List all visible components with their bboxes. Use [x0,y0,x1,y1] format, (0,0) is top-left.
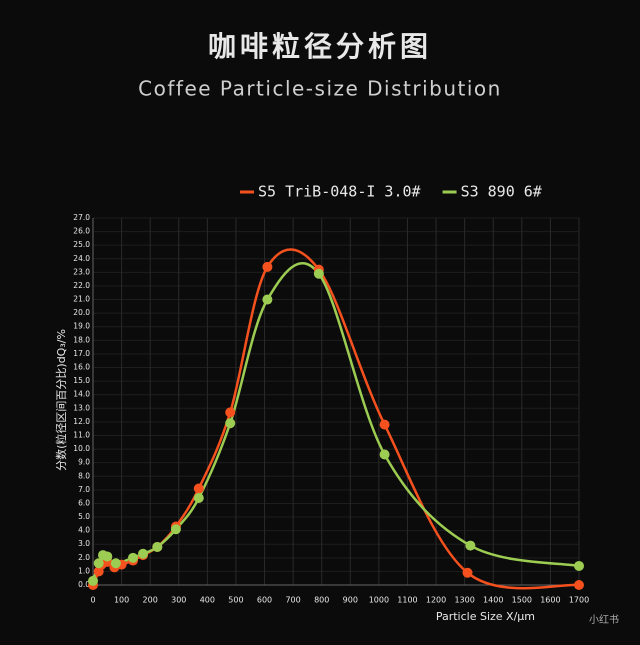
data-point [465,540,476,551]
data-point [102,551,113,562]
y-tick-label: 12.0 [73,417,90,426]
x-tick-label: 500 [228,596,243,605]
y-tick-label: 19.0 [73,322,90,331]
y-tick-label: 6.0 [78,498,90,507]
legend-label: S3 890 6# [461,183,542,201]
data-point [225,418,236,429]
x-tick-label: 0 [90,596,95,605]
x-tick-label: 800 [314,596,329,605]
x-tick-label: 1000 [369,596,389,605]
series-line [91,248,580,590]
data-point [574,580,584,590]
x-tick-label: 300 [171,596,186,605]
data-point [110,558,121,569]
x-tick-label: 1500 [512,596,532,605]
x-tick-label: 600 [257,596,272,605]
data-point [379,449,390,460]
data-point [225,407,236,418]
y-tick-label: 2.0 [78,553,90,562]
y-tick-label: 16.0 [73,363,90,372]
data-point [262,261,273,272]
y-tick-label: 10.0 [73,444,90,453]
legend-label: S5 TriB-048-I 3.0# [258,183,421,201]
data-point [88,575,98,586]
x-axis-label: Particle Size X/μm [436,610,535,623]
y-tick-label: 14.0 [73,390,90,399]
y-tick-label: 25.0 [73,240,90,249]
chart-subtitle: Coffee Particle-size Distribution [138,77,502,101]
y-tick-label: 1.0 [78,566,90,575]
chart-title: 咖啡粒径分析图 [208,30,432,63]
y-tick-label: 17.0 [73,349,90,358]
y-tick-label: 5.0 [78,512,90,521]
x-tick-label: 100 [114,596,129,605]
data-point [379,419,390,430]
y-tick-label: 18.0 [73,335,90,344]
y-tick-label: 0.0 [78,580,90,589]
y-tick-label: 8.0 [78,471,90,480]
x-tick-label: 1700 [569,596,589,605]
y-tick-label: 27.0 [73,213,90,222]
y-tick-label: 7.0 [78,485,90,494]
x-tick-label: 1300 [454,596,474,605]
data-point [193,483,204,494]
x-tick-label: 700 [285,596,300,605]
y-tick-label: 24.0 [73,254,90,263]
y-tick-label: 21.0 [73,295,90,304]
x-tick-label: 1100 [397,596,417,605]
x-tick-label: 1200 [426,596,446,605]
x-tick-label: 900 [343,596,358,605]
x-tick-label: 1400 [483,596,503,605]
data-point [574,560,584,571]
y-tick-label: 23.0 [73,267,90,276]
y-axis-label: 分数(粒径区间百分比)dQ₃/% [54,329,68,471]
y-tick-label: 3.0 [78,539,90,548]
y-tick-label: 4.0 [78,526,90,535]
x-tick-label: 1600 [540,596,560,605]
data-point [170,524,181,535]
x-tick-label: 400 [200,596,215,605]
watermark: 小红书 [589,613,619,626]
data-point [93,558,104,569]
y-tick-label: 11.0 [73,430,90,439]
data-point [152,541,163,552]
y-tick-label: 26.0 [73,227,90,236]
y-tick-label: 9.0 [78,458,90,467]
data-point [193,493,204,504]
data-point [313,268,324,279]
data-point [128,552,139,563]
data-point [262,294,273,305]
x-tick-label: 200 [143,596,158,605]
y-tick-label: 15.0 [73,376,90,385]
data-point [138,548,149,559]
y-tick-label: 22.0 [73,281,90,290]
data-point [462,567,473,578]
y-tick-label: 13.0 [73,403,90,412]
y-tick-label: 20.0 [73,308,90,317]
